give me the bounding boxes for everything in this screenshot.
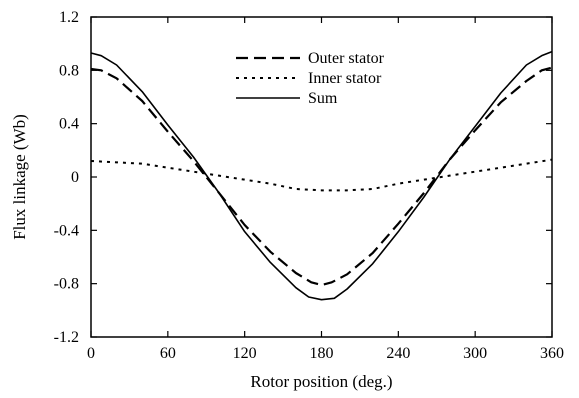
legend: Outer stator Inner stator Sum	[236, 50, 385, 107]
legend-label: Inner stator	[308, 70, 382, 87]
x-tick-label: 180	[310, 345, 334, 362]
y-axis-title: Flux linkage (Wb)	[10, 114, 29, 240]
series-line-sum	[90, 50, 553, 301]
y-tick-label: 0.4	[59, 116, 79, 133]
x-tick-label: 60	[160, 345, 176, 362]
y-tick-label: -0.8	[54, 276, 79, 293]
x-tick-label: 360	[540, 345, 564, 362]
y-tick-label: 1.2	[59, 9, 79, 26]
series-layer	[90, 50, 553, 301]
series-line-inner-stator	[90, 158, 553, 192]
x-tick-label: 240	[386, 345, 410, 362]
y-tick-label: -1.2	[54, 329, 79, 346]
ticks-layer: 0 60 120 180 240 300 360 1.2 0.8 0.4 0 -0.4 -0.8 -1.2	[54, 9, 564, 362]
legend-label: Sum	[308, 90, 338, 107]
x-tick-label: 0	[87, 345, 95, 362]
x-tick-label: 120	[233, 345, 257, 362]
y-tick-label: 0	[71, 169, 79, 186]
x-axis-title: Rotor position (deg.)	[250, 372, 392, 391]
y-tick-label: -0.4	[54, 222, 79, 239]
y-tick-label: 0.8	[59, 62, 79, 79]
legend-label: Outer stator	[308, 50, 385, 67]
x-tick-label: 300	[463, 345, 487, 362]
